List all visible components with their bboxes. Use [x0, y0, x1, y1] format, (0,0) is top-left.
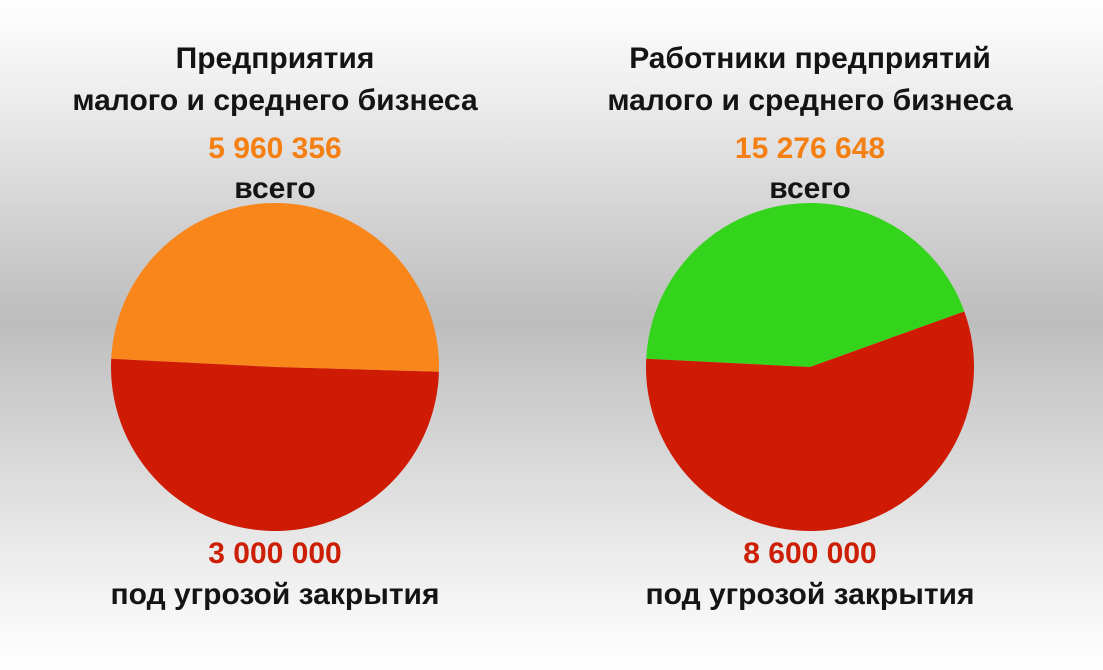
- title-line-2: малого и среднего бизнеса: [72, 84, 478, 117]
- total-value: 5 960 356: [208, 132, 342, 165]
- chart-panel-enterprises: Предприятия малого и среднего бизнеса 5 …: [5, 0, 545, 670]
- threat-label: под угрозой закрытия: [110, 578, 440, 611]
- pie-chart-workers: [646, 203, 974, 532]
- total-label: всего: [234, 172, 316, 205]
- pie-slice-remaining: [111, 203, 439, 372]
- chart-title: Предприятия малого и среднего бизнеса: [5, 38, 545, 122]
- pie-slice-threatened: [646, 311, 974, 532]
- pie-slice-threatened: [110, 358, 439, 532]
- chart-title: Работники предприятий малого и среднего …: [540, 38, 1080, 122]
- threat-label: под угрозой закрытия: [645, 578, 975, 611]
- title-line-1: Предприятия: [175, 42, 375, 75]
- pie-chart-enterprises: [110, 203, 439, 532]
- total-value: 15 276 648: [734, 132, 886, 165]
- total-label: всего: [769, 172, 851, 205]
- chart-panel-workers: Работники предприятий малого и среднего …: [540, 0, 1080, 670]
- pie-slice-remaining: [646, 203, 965, 367]
- threat-value: 8 600 000: [743, 537, 877, 570]
- title-line-2: малого и среднего бизнеса: [607, 84, 1013, 117]
- title-line-1: Работники предприятий: [629, 42, 991, 75]
- threat-value: 3 000 000: [208, 537, 342, 570]
